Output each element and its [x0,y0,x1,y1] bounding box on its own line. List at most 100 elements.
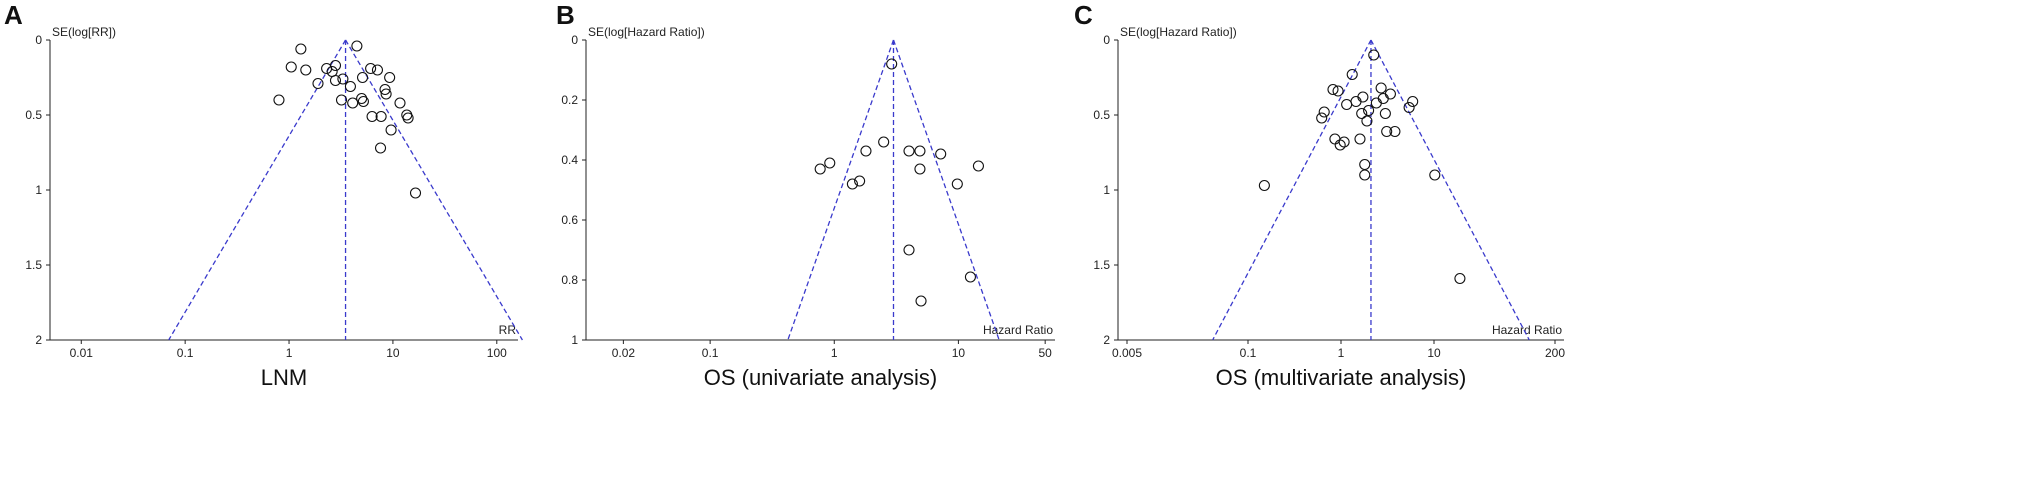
study-point [860,145,872,157]
study-point [1377,92,1389,105]
study-point [903,145,915,157]
study-point [1359,158,1371,171]
funnel-right-limit [1370,39,1530,341]
x-tick-label: 10 [952,346,966,360]
study-point [1316,112,1328,124]
study-point [295,43,307,55]
study-point [1329,133,1341,145]
y-tick-label: 0 [35,33,42,47]
study-point [402,112,414,124]
y-tick-label: 1 [571,333,578,347]
study-point [285,61,297,73]
x-tick-label: 0.01 [70,346,94,360]
study-point [1334,139,1346,151]
study-point [1370,97,1382,109]
study-point [300,64,312,76]
study-point [1338,136,1350,148]
x-axis-scale-label: RR [499,323,517,337]
funnel-left-limit [168,39,347,341]
y-tick-label: 1.5 [25,258,42,272]
x-tick-label: 1 [286,346,293,360]
study-point [1356,107,1368,120]
y-tick-label: 0.2 [561,93,578,107]
y-tick-label: 0.6 [561,213,578,227]
x-tick-label: 10 [1427,346,1441,360]
study-point [394,97,406,109]
x-tick-label: 100 [487,346,507,360]
study-point [347,97,359,109]
funnel-right-limit [892,39,1000,341]
study-point [1363,104,1375,117]
study-point [935,148,947,160]
study-point [1346,68,1358,81]
study-point [1350,95,1362,108]
study-point [384,71,396,84]
study-point [335,94,348,106]
study-point [371,64,384,76]
y-tick-label: 0.5 [1093,108,1110,122]
study-point [824,157,836,169]
x-tick-label: 0.02 [612,346,636,360]
y-tick-label: 0 [1103,33,1110,47]
funnel-right-limit [344,39,523,341]
study-point [914,163,926,175]
x-tick-label: 0.1 [177,346,194,360]
study-point [312,77,324,90]
x-tick-label: 0.005 [1112,346,1142,360]
study-point [1429,169,1441,181]
y-tick-label: 0 [571,33,578,47]
study-point [273,94,285,106]
y-axis-title: SE(log[Hazard Ratio]) [1120,25,1237,39]
study-point [1361,115,1373,127]
study-point [365,62,377,75]
x-axis-scale-label: Hazard Ratio [1492,323,1562,337]
x-axis-label: OS (multivariate analysis) [1216,365,1467,390]
x-axis-scale-label: Hazard Ratio [983,323,1053,337]
study-point [329,59,342,72]
x-tick-label: 1 [831,346,838,360]
study-point [385,124,397,136]
study-point [375,110,387,123]
study-point [1384,88,1396,100]
study-point [878,136,890,148]
study-point [814,163,826,175]
study-point [1258,179,1270,192]
y-tick-label: 1 [1103,183,1110,197]
study-point [351,40,363,52]
panel-letter: B [556,0,575,30]
study-point [1359,169,1371,181]
x-tick-label: 1 [1338,346,1345,360]
study-point [915,295,927,307]
y-axis-title: SE(log[RR]) [52,25,116,39]
y-tick-label: 0.4 [561,153,578,167]
y-tick-label: 1.5 [1093,258,1110,272]
x-tick-label: 50 [1038,346,1052,360]
funnel-panel-b: B 0 0.2 0.4 0.6 0.8 1 0.02 0.1 1 10 50 SE(log[Hazard… [556,0,1055,390]
study-point [914,145,926,157]
funnel-left-limit [787,39,895,341]
study-point [854,175,866,187]
study-point [1368,49,1380,61]
study-point [380,88,392,100]
study-point [1357,91,1369,103]
study-point [903,244,915,256]
study-point [886,58,898,70]
study-point [356,92,368,105]
study-point [1403,101,1415,114]
study-point [1354,133,1366,145]
study-point [374,142,387,154]
y-tick-label: 0.8 [561,273,578,287]
funnel-left-limit [1212,39,1372,341]
study-point [846,178,858,190]
panel-letter: A [4,0,23,30]
study-point [356,71,369,84]
funnel-panel-a: A0 0.5 1 1.5 2 0.01 0.1 1 10 100 SE(log[RR]) RR LNM [4,0,523,390]
x-tick-label: 0.1 [1240,346,1257,360]
study-point [951,178,963,190]
funnel-panel-c: C0 0.5 1 1.5 20.005 0.1 1 10 200 SE(log[Hazard Ra… [1074,0,1565,390]
study-point [1454,272,1466,285]
y-tick-label: 2 [35,333,42,347]
study-point [972,160,984,172]
study-point [1375,82,1387,94]
y-tick-label: 0.5 [25,108,42,122]
